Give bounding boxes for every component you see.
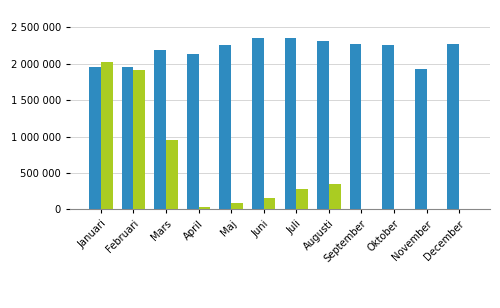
Bar	[101, 63, 112, 209]
Bar	[448, 44, 459, 209]
Bar	[166, 140, 177, 209]
Bar	[231, 203, 243, 209]
Bar	[264, 198, 276, 209]
Bar	[154, 50, 166, 209]
Bar	[350, 44, 362, 209]
Bar	[415, 69, 426, 209]
Bar	[134, 70, 145, 209]
Bar	[329, 184, 340, 209]
Bar	[284, 38, 296, 209]
Bar	[252, 38, 264, 209]
Bar	[122, 67, 134, 209]
Bar	[198, 207, 210, 209]
Bar	[187, 55, 198, 209]
Bar	[220, 45, 231, 209]
Bar	[89, 67, 101, 209]
Bar	[296, 189, 308, 209]
Bar	[382, 45, 394, 209]
Bar	[317, 41, 329, 209]
